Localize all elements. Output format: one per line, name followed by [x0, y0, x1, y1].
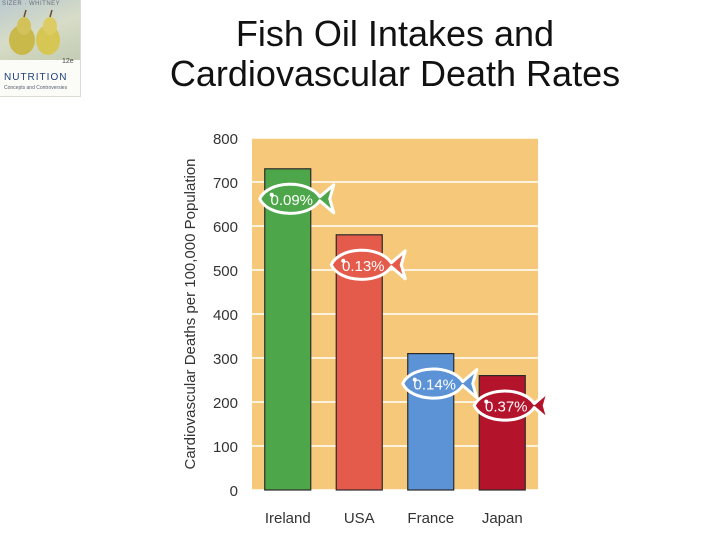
x-tick-label: Japan: [482, 510, 523, 527]
y-axis-label: Cardiovascular Deaths per 100,000 Popula…: [182, 158, 199, 469]
fish-oil-label: 0.14%: [413, 377, 456, 394]
y-tick-label: 100: [213, 439, 238, 456]
fish-oil-label: 0.13%: [342, 258, 385, 275]
y-tick-labels: 0 100 200 300 400 500 600 700 800: [213, 131, 238, 500]
pears-illustration: [9, 9, 60, 55]
book-cover-thumbnail: SIZER · WHITNEY 12e NUTRITION Concepts a…: [0, 0, 81, 97]
slide-title-line-2: Cardiovascular Death Rates: [169, 53, 621, 94]
x-tick-label: USA: [344, 510, 375, 527]
book-authors: SIZER · WHITNEY: [2, 1, 61, 7]
y-tick-label: 200: [213, 395, 238, 412]
fish-labels: 0.09% 0.13% 0.14% 0.37%: [258, 182, 550, 422]
fish-icon: 0.09%: [258, 182, 336, 215]
y-tick-label: 400: [213, 307, 238, 324]
y-tick-label: 600: [213, 219, 238, 236]
fish-icon: 0.13%: [329, 248, 407, 281]
x-tick-label: France: [407, 510, 454, 527]
slide-title-line-1: Fish Oil Intakes and: [235, 13, 555, 54]
y-tick-label: 0: [230, 483, 238, 500]
fish-icon: 0.37%: [472, 389, 550, 422]
fish-icon: 0.14%: [401, 367, 479, 400]
y-tick-label: 800: [213, 131, 238, 148]
fish-oil-label: 0.37%: [485, 399, 528, 416]
y-tick-label: 700: [213, 175, 238, 192]
book-cover-art: [0, 0, 80, 60]
book-edition: 12e: [62, 58, 74, 65]
slide-title: Fish Oil Intakes and Cardiovascular Deat…: [110, 14, 680, 94]
book-subtitle: Concepts and Controversies: [4, 85, 68, 91]
fish-oil-label: 0.09%: [270, 192, 313, 209]
x-tick-label: Ireland: [265, 510, 311, 527]
y-tick-label: 500: [213, 263, 238, 280]
book-title: NUTRITION: [4, 72, 68, 83]
y-tick-label: 300: [213, 351, 238, 368]
bar-ireland: [264, 168, 312, 491]
x-tick-labels: Ireland USA France Japan: [265, 510, 523, 527]
